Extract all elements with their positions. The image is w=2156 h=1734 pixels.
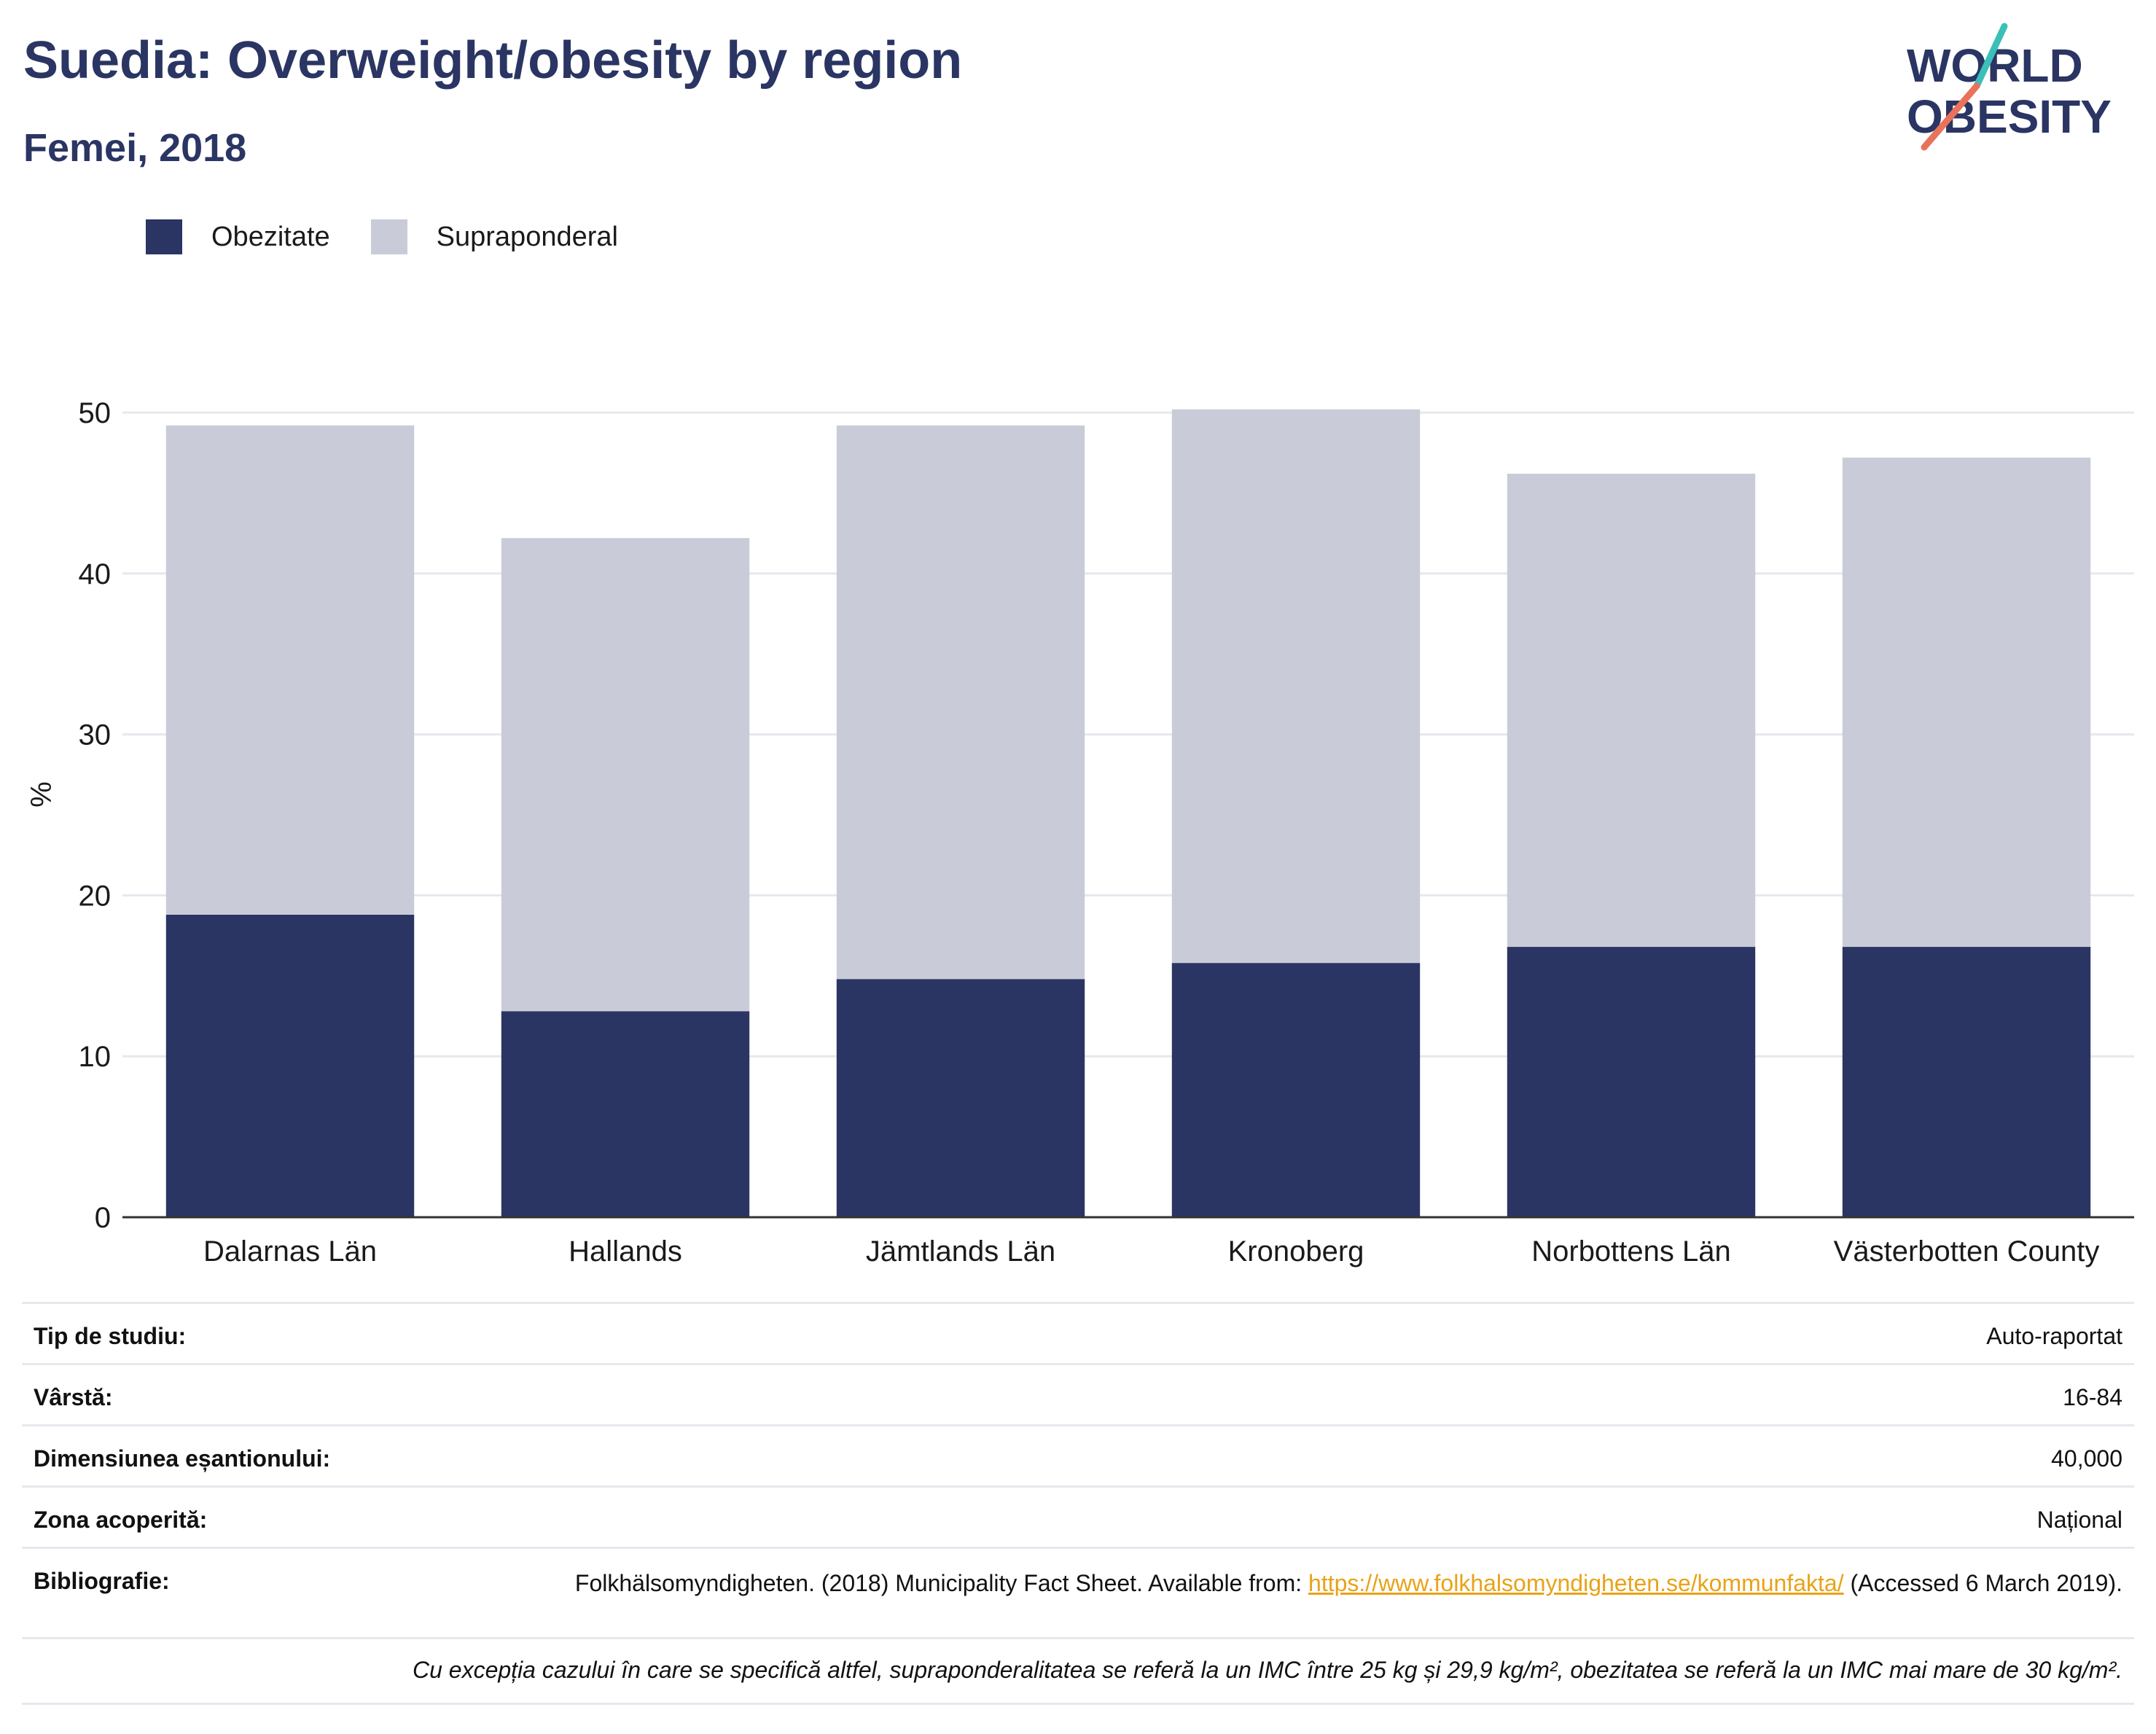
x-tick-label: Kronoberg [1228, 1235, 1364, 1268]
y-axis-label: % [26, 781, 58, 808]
bar-overweight[interactable] [1842, 457, 2091, 948]
info-value-study-type: Auto-raportat [1986, 1323, 2122, 1349]
legend-item-obesity[interactable]: Obezitate [146, 219, 330, 254]
info-row-age: Vârstă: 16-84 [22, 1363, 2134, 1424]
x-tick-label: Norbottens Län [1531, 1235, 1731, 1268]
bibliography-accessed: (Accessed 6 March 2019). [1843, 1570, 2123, 1596]
info-row-sample-size: Dimensiunea eșantionului: 40,000 [22, 1424, 2134, 1485]
legend-swatch-obesity [146, 219, 182, 254]
chart-legend: Obezitate Supraponderal [146, 219, 659, 255]
bar-obesity[interactable] [836, 979, 1085, 1217]
chart-subtitle: Femei, 2018 [23, 126, 247, 170]
chart-title: Suedia: Overweight/obesity by region [23, 31, 963, 90]
info-row-area: Zona acoperită: Național [22, 1485, 2134, 1547]
logo-line2: OBESITY [1907, 90, 2112, 143]
bar-overweight[interactable] [501, 538, 750, 1012]
info-value-age: 16-84 [2063, 1384, 2122, 1410]
info-row-study-type: Tip de studiu: Auto-raportat [22, 1302, 2134, 1363]
bar-overweight[interactable] [1171, 409, 1421, 964]
world-obesity-logo: WORLD OBESITY [1907, 23, 2112, 151]
bar-obesity[interactable] [1507, 947, 1756, 1217]
axes: 0 10 20 30 40 50 Dalarnas Län Hallands Jämtlands… [79, 397, 2134, 1268]
x-tick-label: Jämtlands Län [866, 1235, 1055, 1268]
bar-chart: 0 10 20 30 40 50 Dalarnas Län Hallands Jämtlands… [26, 397, 2134, 1268]
bar-obesity[interactable] [1842, 947, 2091, 1217]
info-label-study-type: Tip de studiu: [34, 1323, 187, 1349]
info-label-sample-size: Dimensiunea eșantionului: [34, 1445, 331, 1472]
y-tick-label: 10 [79, 1041, 112, 1073]
info-value-bibliography: Folkhälsomyndigheten. (2018) Municipalit… [575, 1568, 2122, 1598]
bar-obesity[interactable] [501, 1011, 750, 1217]
bars [165, 409, 2091, 1217]
info-row-bibliography: Bibliografie: Folkhälsomyndigheten. (201… [22, 1547, 2134, 1637]
bar-overweight[interactable] [1507, 473, 1756, 948]
legend-label-overweight: Supraponderal [436, 221, 618, 252]
bibliography-text: Folkhälsomyndigheten. (2018) Municipalit… [574, 1570, 1309, 1596]
legend-item-overweight[interactable]: Supraponderal [370, 219, 618, 254]
y-tick-label: 40 [79, 558, 112, 590]
grid-lines [122, 411, 2134, 1058]
info-label-area: Zona acoperită: [34, 1507, 208, 1533]
info-label-bibliography: Bibliografie: [34, 1568, 170, 1594]
x-tick-label: Västerbotten County [1834, 1235, 2100, 1268]
study-info-table: Tip de studiu: Auto-raportat Vârstă: 16-… [22, 1302, 2134, 1705]
bibliography-link[interactable]: https://www.folkhalsomyndigheten.se/komm… [1308, 1570, 1844, 1596]
legend-label-obesity: Obezitate [211, 221, 330, 252]
info-value-area: Național [2036, 1507, 2122, 1533]
legend-swatch-overweight [370, 219, 407, 254]
y-tick-label: 30 [79, 719, 112, 751]
info-value-sample-size: 40,000 [2051, 1445, 2122, 1472]
y-tick-label: 50 [79, 397, 112, 429]
y-tick-label: 0 [95, 1202, 111, 1234]
bar-obesity[interactable] [165, 914, 415, 1217]
bar-overweight[interactable] [165, 425, 415, 915]
info-label-age: Vârstă: [34, 1384, 113, 1410]
bar-overweight[interactable] [836, 425, 1085, 980]
y-tick-label: 20 [79, 880, 112, 912]
definition-note: Cu excepția cazului în care se specifică… [22, 1637, 2134, 1705]
x-tick-label: Dalarnas Län [203, 1235, 377, 1268]
bar-obesity[interactable] [1171, 963, 1421, 1217]
x-tick-label: Hallands [569, 1235, 682, 1268]
